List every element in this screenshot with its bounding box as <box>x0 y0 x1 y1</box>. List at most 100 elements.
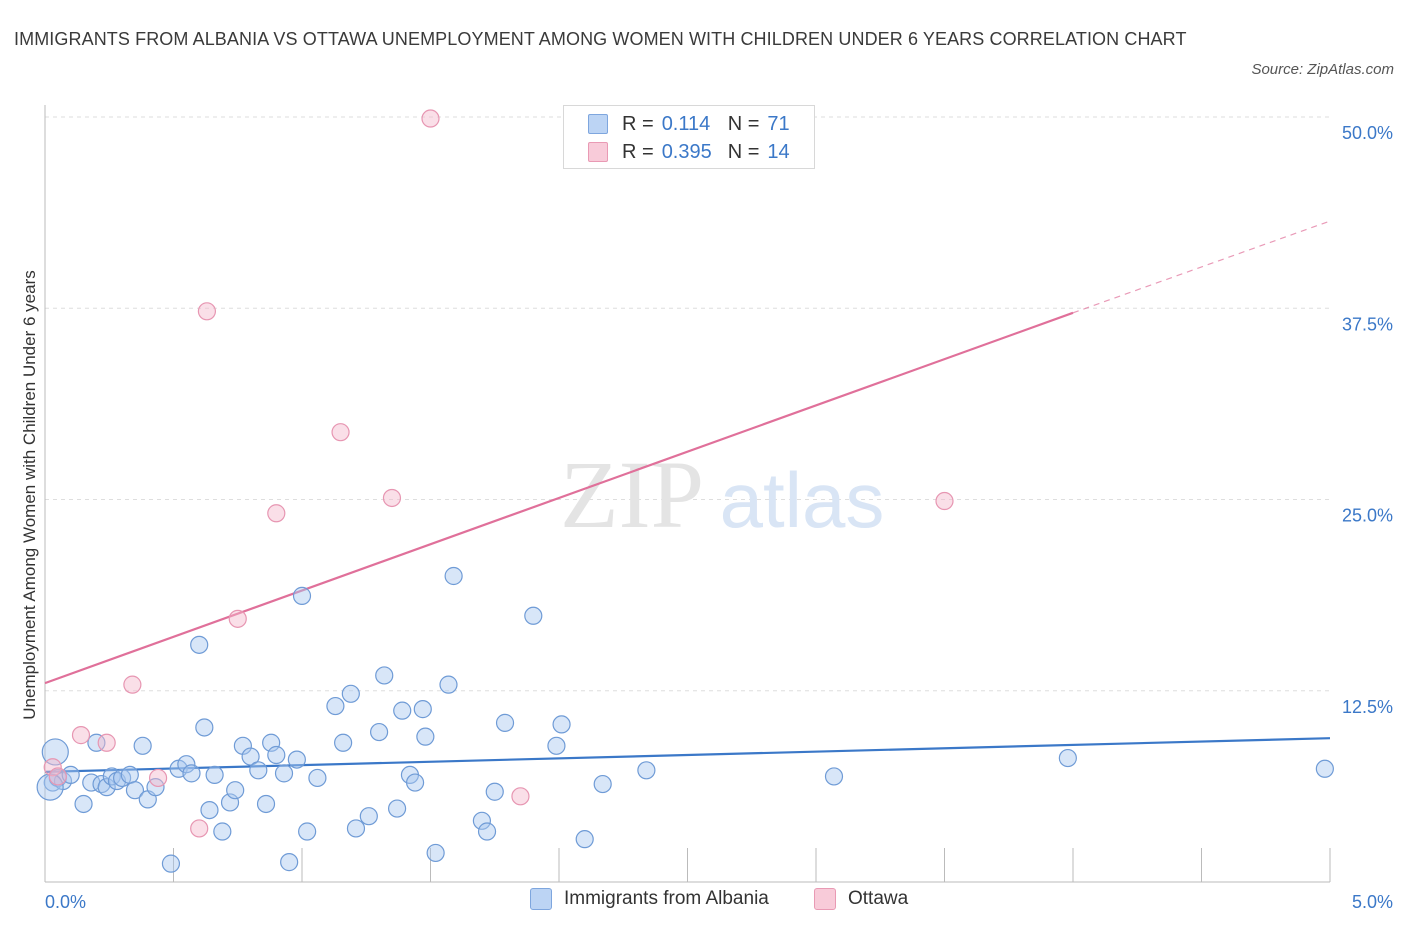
albania-point <box>92 774 111 794</box>
ottawa-point <box>197 302 217 321</box>
stats-row-ottawa: R = 0.395 N = 14 <box>588 140 790 164</box>
n-value: 71 <box>767 112 790 135</box>
albania-point <box>213 822 232 841</box>
albania-point <box>308 768 327 788</box>
ottawa-point <box>511 787 530 806</box>
albania-point <box>298 822 317 841</box>
albania-point <box>41 738 69 766</box>
y-axis-label: Unemployment Among Women with Children U… <box>20 270 39 719</box>
albania-point <box>346 819 366 838</box>
ottawa-point <box>48 767 67 786</box>
albania-point <box>97 778 116 797</box>
albania-swatch <box>588 114 608 134</box>
albania-point <box>375 666 394 685</box>
albania-point <box>359 807 378 826</box>
albania-point <box>133 736 152 755</box>
legend-item-albania: Immigrants from Albania <box>530 888 769 910</box>
watermark: ZIP atlas <box>560 441 884 548</box>
albania-point <box>444 566 463 586</box>
albania-point <box>552 715 571 734</box>
y-tick-label: 12.5% <box>1342 697 1393 717</box>
albania-point <box>267 745 286 765</box>
stats-legend: R = 0.114 N = 71 R = 0.395 N = 14 <box>563 105 815 169</box>
source-label: Source: ZipAtlas.com <box>1251 61 1394 78</box>
albania-point <box>824 767 844 786</box>
chart-title: IMMIGRANTS FROM ALBANIA VS OTTAWA UNEMPL… <box>14 29 1187 49</box>
ottawa-point <box>123 675 142 694</box>
albania-point <box>241 747 260 766</box>
albania-point <box>125 781 145 800</box>
watermark-atlas: atlas <box>720 456 885 544</box>
albania-point <box>205 765 224 785</box>
axes <box>44 105 1331 883</box>
albania-point <box>249 761 268 780</box>
albania-point <box>280 853 299 872</box>
albania-point <box>387 799 407 818</box>
legend-label-albania: Immigrants from Albania <box>564 888 769 909</box>
albania-point <box>1315 759 1334 778</box>
r-value: 0.114 <box>661 112 711 135</box>
albania-point <box>637 761 656 780</box>
albania-point <box>87 733 106 752</box>
albania-point <box>326 696 345 716</box>
x-tick-label-min: 0.0% <box>45 892 86 912</box>
r-value: 0.395 <box>661 140 712 163</box>
n-label: N = <box>727 112 760 135</box>
y-tick-label: 25.0% <box>1342 506 1393 526</box>
albania-point <box>439 675 458 694</box>
ottawa-point <box>382 488 402 508</box>
legend-item-ottawa: Ottawa <box>814 888 908 910</box>
albania-point <box>485 782 504 801</box>
albania-point <box>405 773 425 792</box>
ottawa-point <box>97 733 116 752</box>
albania-point <box>190 635 209 654</box>
grid-lines <box>45 116 1330 692</box>
albania-point <box>593 774 612 794</box>
ottawa-point <box>43 758 62 777</box>
ottawa-trend-line <box>44 311 1074 685</box>
ottawa-point <box>331 423 350 442</box>
albania-point <box>413 700 432 719</box>
albania-point <box>120 765 139 785</box>
ottawa-point <box>228 609 247 628</box>
albania-point <box>200 800 219 820</box>
albania-point <box>575 830 594 849</box>
y-tick-label: 37.5% <box>1342 314 1393 334</box>
albania-point <box>226 781 245 800</box>
trend-lines <box>44 220 1331 773</box>
albania-point <box>341 684 360 703</box>
stats-row-albania: R = 0.114 N = 71 <box>588 112 790 136</box>
legend-label-ottawa: Ottawa <box>848 888 909 909</box>
albania-point <box>547 736 566 755</box>
albania-point <box>287 750 306 769</box>
ottawa-swatch <box>588 142 608 162</box>
albania-point <box>182 764 201 783</box>
albania-point <box>161 854 181 873</box>
albania-point <box>74 794 93 814</box>
ottawa-point <box>421 109 440 128</box>
ottawa-point <box>935 491 954 511</box>
ottawa-trend-extension <box>1072 220 1331 314</box>
ottawa-point <box>71 726 91 745</box>
albania-point <box>524 606 543 625</box>
ottawa-point <box>148 768 168 788</box>
albania-point <box>1058 748 1077 768</box>
series-legend: Immigrants from Albania Ottawa <box>0 888 1406 916</box>
albania-point <box>495 713 515 732</box>
ottawa-point <box>267 504 286 523</box>
data-points <box>36 109 1334 873</box>
albania-point <box>477 822 497 841</box>
albania-trend-line <box>44 737 1331 773</box>
n-value: 14 <box>767 140 790 163</box>
ottawa-legend-swatch <box>814 888 836 910</box>
albania-point <box>370 722 389 742</box>
y-tick-label: 50.0% <box>1342 123 1393 143</box>
albania-point <box>256 794 276 814</box>
albania-point <box>426 843 445 863</box>
albania-point <box>393 701 412 720</box>
albania-point <box>416 727 435 746</box>
n-label: N = <box>727 140 760 163</box>
albania-legend-swatch <box>530 888 552 910</box>
albania-point <box>292 586 312 605</box>
